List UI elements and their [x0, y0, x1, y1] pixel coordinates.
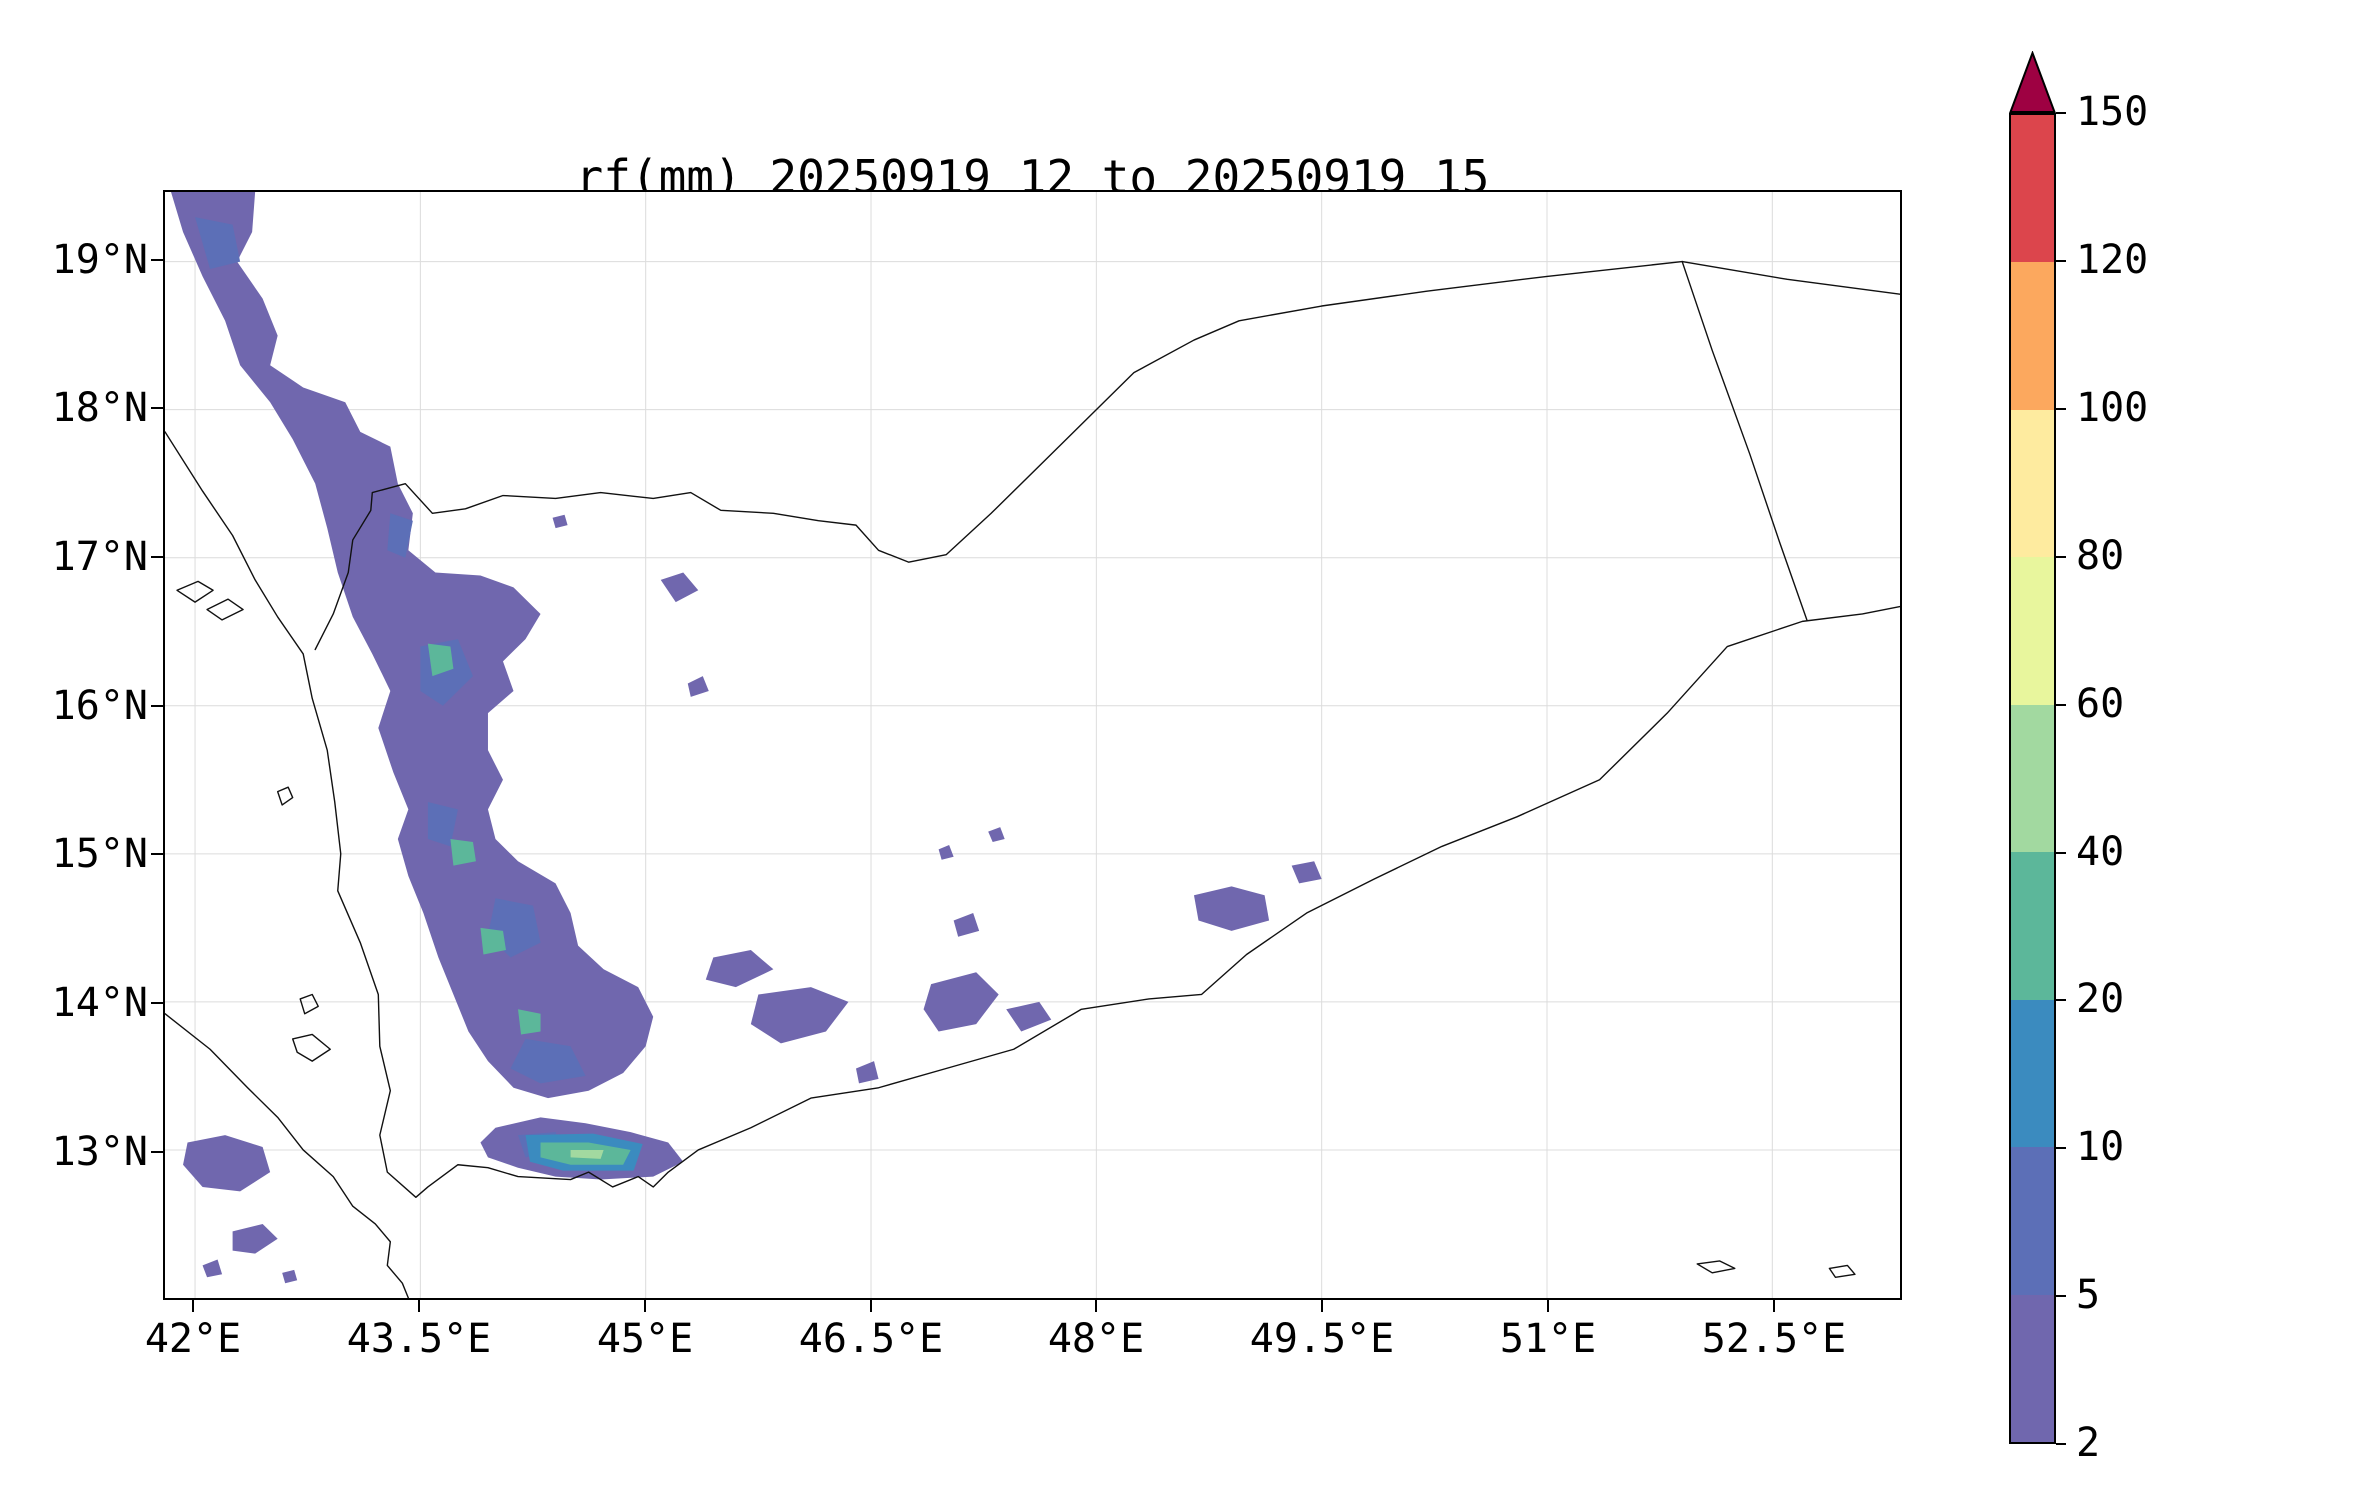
y-tickmark	[151, 1151, 163, 1153]
coastlines-and-borders	[165, 262, 1900, 1298]
colorbar-tick-label: 5	[2076, 1272, 2101, 1319]
y-tick-label: 19°N	[51, 237, 148, 283]
colorbar-segment-2-5	[2011, 1294, 2054, 1442]
colorbar-tickmark	[2056, 704, 2066, 706]
colorbar-tick-label: 10	[2076, 1124, 2125, 1171]
colorbar-tickmark	[2056, 260, 2066, 262]
y-tick-label: 15°N	[51, 831, 148, 877]
colorbar-tickmark	[2056, 112, 2066, 114]
y-tickmark	[151, 705, 163, 707]
colorbar-tick-label: 2	[2076, 1420, 2101, 1467]
colorbar-tickmark	[2056, 408, 2066, 410]
colorbar-tickmark	[2056, 556, 2066, 558]
colorbar-segment-120-150	[2011, 115, 2054, 263]
x-tick-label: 43.5°E	[346, 1316, 492, 1362]
x-tickmark	[1773, 1300, 1775, 1312]
x-tick-label: 48°E	[1047, 1316, 1145, 1362]
rainfall-contour-patches	[171, 192, 1322, 1284]
x-tick-label: 51°E	[1499, 1316, 1597, 1362]
y-tick-label: 13°N	[51, 1129, 148, 1175]
colorbar-segment-5-10	[2011, 1147, 2054, 1295]
x-tick-label: 49.5°E	[1249, 1316, 1395, 1362]
y-tickmark	[151, 407, 163, 409]
colorbar-tickmark	[2056, 1147, 2066, 1149]
x-tickmark	[418, 1300, 420, 1312]
rain-patch-western-band	[171, 192, 654, 1099]
colorbar-tick-label: 20	[2076, 976, 2125, 1023]
colorbar-segment-40-60	[2011, 704, 2054, 853]
x-tick-label: 46.5°E	[798, 1316, 944, 1362]
y-tickmark	[151, 1002, 163, 1004]
arabian-coastline	[165, 432, 1900, 1197]
colorbar-segment-10-20	[2011, 999, 2054, 1148]
y-tickmark	[151, 259, 163, 261]
y-tickmark	[151, 853, 163, 855]
y-tickmark	[151, 556, 163, 558]
saudi-oman-border	[1682, 262, 1900, 295]
colorbar-tick-label: 40	[2076, 829, 2125, 876]
colorbar-tick-label: 150	[2076, 89, 2149, 136]
x-tickmark	[1095, 1300, 1097, 1312]
map-canvas	[165, 192, 1900, 1298]
islands	[177, 581, 1855, 1277]
x-tickmark	[870, 1300, 872, 1312]
x-tickmark	[192, 1300, 194, 1312]
african-coastline	[165, 1014, 408, 1298]
colorbar-tickmark	[2056, 1443, 2066, 1445]
x-tick-label: 42°E	[144, 1316, 242, 1362]
x-tick-label: 45°E	[596, 1316, 694, 1362]
y-tick-label: 18°N	[51, 385, 148, 431]
y-tick-label: 16°N	[51, 683, 148, 729]
x-tickmark	[644, 1300, 646, 1312]
yemen-oman-border	[1682, 262, 1807, 620]
colorbar-tickmark	[2056, 1295, 2066, 1297]
colorbar-segment-100-120	[2011, 262, 2054, 410]
grid-lines	[165, 192, 1900, 1298]
x-tickmark	[1321, 1300, 1323, 1312]
colorbar-segment-60-80	[2011, 557, 2054, 705]
colorbar-segment-20-40	[2011, 852, 2054, 1000]
colorbar-tick-label: 80	[2076, 533, 2125, 580]
x-tick-label: 52.5°E	[1701, 1316, 1847, 1362]
y-tick-label: 17°N	[51, 534, 148, 580]
colorbar-tickmark	[2056, 852, 2066, 854]
saudi-yemen-border	[315, 262, 1682, 650]
x-tickmark	[1547, 1300, 1549, 1312]
colorbar-segment-80-100	[2011, 409, 2054, 558]
colorbar-tick-label: 100	[2076, 385, 2149, 432]
y-tick-label: 14°N	[51, 980, 148, 1026]
colorbar-tickmark	[2056, 999, 2066, 1001]
colorbar-tick-label: 60	[2076, 681, 2125, 728]
colorbar	[2009, 113, 2056, 1444]
map-plot-area	[163, 190, 1902, 1300]
colorbar-tick-label: 120	[2076, 237, 2149, 284]
colorbar-over-arrow	[2009, 51, 2056, 113]
